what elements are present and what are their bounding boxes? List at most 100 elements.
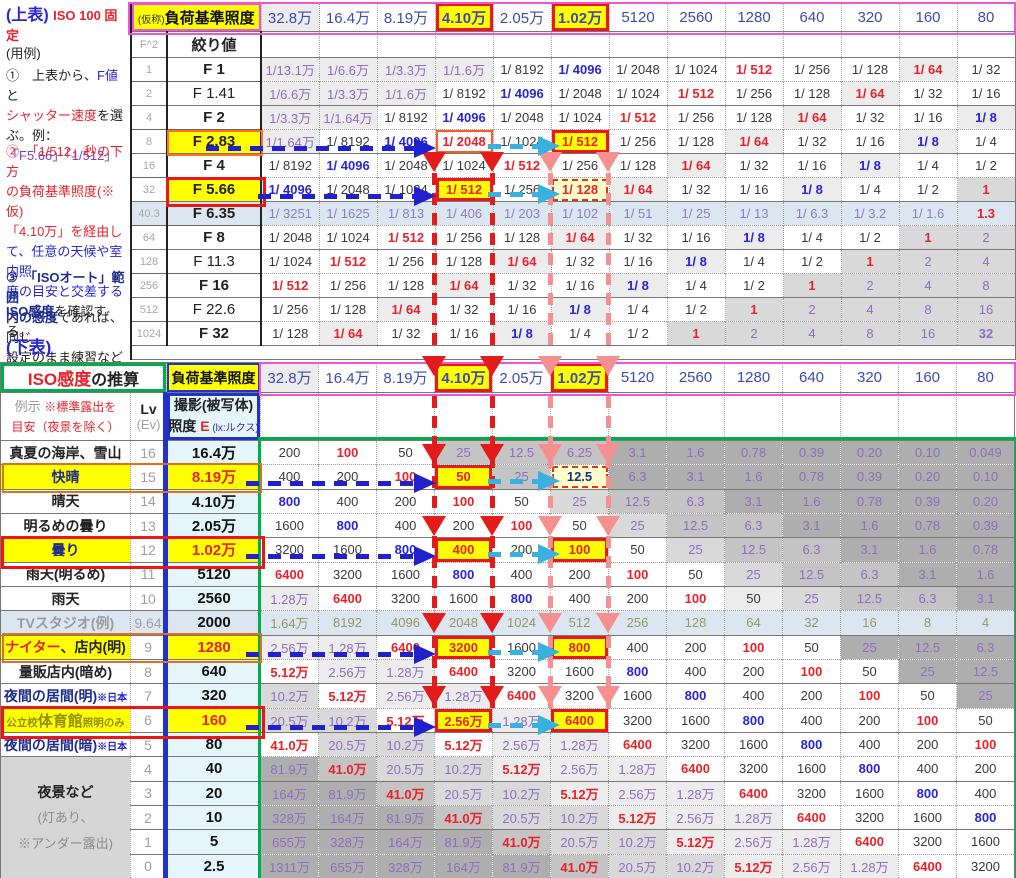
upper-subheader-empty[interactable]	[956, 31, 1015, 58]
upper-data-cell[interactable]: 1/ 64	[666, 153, 725, 178]
lower-data-cell[interactable]: 0.39	[840, 464, 899, 490]
lower-data-cell[interactable]: 0.10	[898, 439, 957, 465]
illuminance-value[interactable]: 640	[165, 658, 261, 684]
lv-value[interactable]: 13	[130, 512, 167, 538]
lv-value[interactable]: 1	[130, 829, 167, 855]
upper-data-cell[interactable]: 1/ 2	[840, 225, 899, 250]
upper-data-cell[interactable]: 1/ 4	[666, 273, 725, 298]
upper-subheader-empty[interactable]	[608, 31, 667, 58]
lower-col-header[interactable]: 32.8万	[260, 362, 319, 393]
lower-data-cell[interactable]: 3200	[608, 707, 667, 733]
upper-data-cell[interactable]: 1/ 1024	[376, 177, 435, 202]
upper-data-cell[interactable]: 1/ 8	[608, 273, 667, 298]
f2-value[interactable]: 8	[130, 129, 167, 154]
upper-data-cell[interactable]: 1/ 4096	[260, 177, 319, 202]
upper-data-cell[interactable]: 1/ 2048	[492, 105, 551, 130]
lower-subheader-empty[interactable]	[898, 392, 957, 441]
lv-value[interactable]: 8	[130, 658, 167, 684]
upper-data-cell[interactable]: 1/ 4096	[376, 129, 435, 154]
upper-data-cell[interactable]: 1/ 1024	[260, 249, 319, 274]
upper-data-cell[interactable]: 1/ 32	[666, 177, 725, 202]
lower-data-cell[interactable]: 25	[492, 464, 551, 490]
lower-data-cell[interactable]: 50	[434, 464, 493, 490]
lower-data-cell[interactable]: 25	[840, 634, 899, 660]
lower-data-cell[interactable]: 6.3	[666, 488, 725, 514]
lower-data-cell[interactable]: 3.1	[724, 488, 783, 514]
lower-data-cell[interactable]: 0.78	[956, 537, 1015, 563]
upper-data-cell[interactable]: 1/ 2048	[550, 81, 609, 106]
upper-data-cell[interactable]: 4	[782, 321, 841, 346]
lv-value[interactable]: 12	[130, 537, 167, 563]
lower-data-cell[interactable]: 200	[260, 439, 319, 465]
lower-data-cell[interactable]: 2.56万	[608, 780, 667, 806]
f2-value[interactable]: 64	[130, 225, 167, 250]
lower-data-cell[interactable]: 2.56万	[782, 853, 841, 878]
lower-data-cell[interactable]: 1.28万	[492, 707, 551, 733]
lower-subheader-empty[interactable]	[550, 392, 609, 441]
upper-data-cell[interactable]: 1/ 128	[666, 129, 725, 154]
upper-data-cell[interactable]: 1/ 1024	[550, 105, 609, 130]
upper-data-cell[interactable]: 1/ 203	[492, 201, 551, 226]
lower-data-cell[interactable]: 12.5	[898, 634, 957, 660]
lower-data-cell[interactable]: 5.12万	[550, 780, 609, 806]
upper-data-cell[interactable]: 1	[898, 225, 957, 250]
lower-data-cell[interactable]: 2.56万	[318, 658, 377, 684]
lower-data-cell[interactable]: 2.56万	[376, 683, 435, 709]
lower-data-cell[interactable]: 12.5	[840, 585, 899, 611]
upper-data-cell[interactable]: 1/ 64	[608, 177, 667, 202]
f2-value[interactable]: 16	[130, 153, 167, 178]
lower-data-cell[interactable]: 400	[840, 731, 899, 757]
upper-data-cell[interactable]: 1/ 4096	[434, 105, 493, 130]
upper-subheader-empty[interactable]	[376, 31, 435, 58]
upper-data-cell[interactable]: 8	[898, 297, 957, 322]
lower-data-cell[interactable]: 1.28万	[608, 756, 667, 782]
f2-value[interactable]: 2	[130, 81, 167, 106]
row-label[interactable]: 曇り	[0, 537, 131, 563]
lower-data-cell[interactable]: 50	[550, 512, 609, 538]
upper-data-cell[interactable]: 1/ 16	[608, 249, 667, 274]
upper-data-cell[interactable]: 1/ 128	[550, 177, 609, 202]
lower-data-cell[interactable]: 25	[898, 658, 957, 684]
f2-value[interactable]: 1024	[130, 321, 167, 346]
upper-data-cell[interactable]: 1/ 256	[492, 177, 551, 202]
upper-data-cell[interactable]: 1/ 2	[782, 249, 841, 274]
lower-data-cell[interactable]: 400	[550, 585, 609, 611]
upper-data-cell[interactable]: 1/ 1.6	[898, 201, 957, 226]
upper-data-cell[interactable]: 1/ 64	[434, 273, 493, 298]
lower-data-cell[interactable]: 5.12万	[434, 731, 493, 757]
upper-subheader-empty[interactable]	[840, 31, 899, 58]
lower-data-cell[interactable]: 1600	[318, 537, 377, 563]
upper-data-cell[interactable]: 1/6.6万	[260, 81, 319, 106]
upper-col-header[interactable]: 2560	[666, 2, 725, 32]
illuminance-value[interactable]: 2.05万	[165, 512, 261, 538]
lower-data-cell[interactable]: 10.2万	[318, 707, 377, 733]
aperture-value[interactable]: F 2.83	[166, 129, 262, 154]
upper-data-cell[interactable]: 1/ 512	[608, 105, 667, 130]
upper-data-cell[interactable]: 1/ 32	[898, 81, 957, 106]
row-label[interactable]: 晴天	[0, 488, 131, 514]
lower-data-cell[interactable]: 20.5万	[434, 780, 493, 806]
upper-data-cell[interactable]: 1/ 4	[782, 225, 841, 250]
lower-subheader-empty[interactable]	[318, 392, 377, 441]
upper-data-cell[interactable]: 1/ 8192	[376, 105, 435, 130]
upper-data-cell[interactable]: 1/ 128	[724, 105, 783, 130]
lower-data-cell[interactable]: 0.78	[724, 439, 783, 465]
upper-data-cell[interactable]: 1/ 4	[608, 297, 667, 322]
lower-data-cell[interactable]: 10.2万	[376, 731, 435, 757]
lower-data-cell[interactable]: 25	[956, 683, 1015, 709]
lower-data-cell[interactable]: 5.12万	[376, 707, 435, 733]
upper-data-cell[interactable]: 1/3.3万	[318, 81, 377, 106]
upper-data-cell[interactable]: 1/ 2048	[260, 225, 319, 250]
lower-data-cell[interactable]: 10.2万	[434, 756, 493, 782]
illuminance-value[interactable]: 160	[165, 707, 261, 733]
lower-data-cell[interactable]: 3200	[318, 561, 377, 587]
f2-value[interactable]: 1	[130, 57, 167, 82]
upper-data-cell[interactable]: 1/ 16	[956, 81, 1015, 106]
upper-data-cell[interactable]: 1/ 32	[956, 57, 1015, 82]
lower-data-cell[interactable]: 81.9万	[376, 804, 435, 830]
lower-data-cell[interactable]: 10.2万	[550, 804, 609, 830]
upper-data-cell[interactable]: 1/ 512	[376, 225, 435, 250]
lower-data-cell[interactable]: 3.1	[840, 537, 899, 563]
f2-value[interactable]: 40.3	[130, 201, 167, 226]
upper-data-cell[interactable]: 1/ 64	[492, 249, 551, 274]
